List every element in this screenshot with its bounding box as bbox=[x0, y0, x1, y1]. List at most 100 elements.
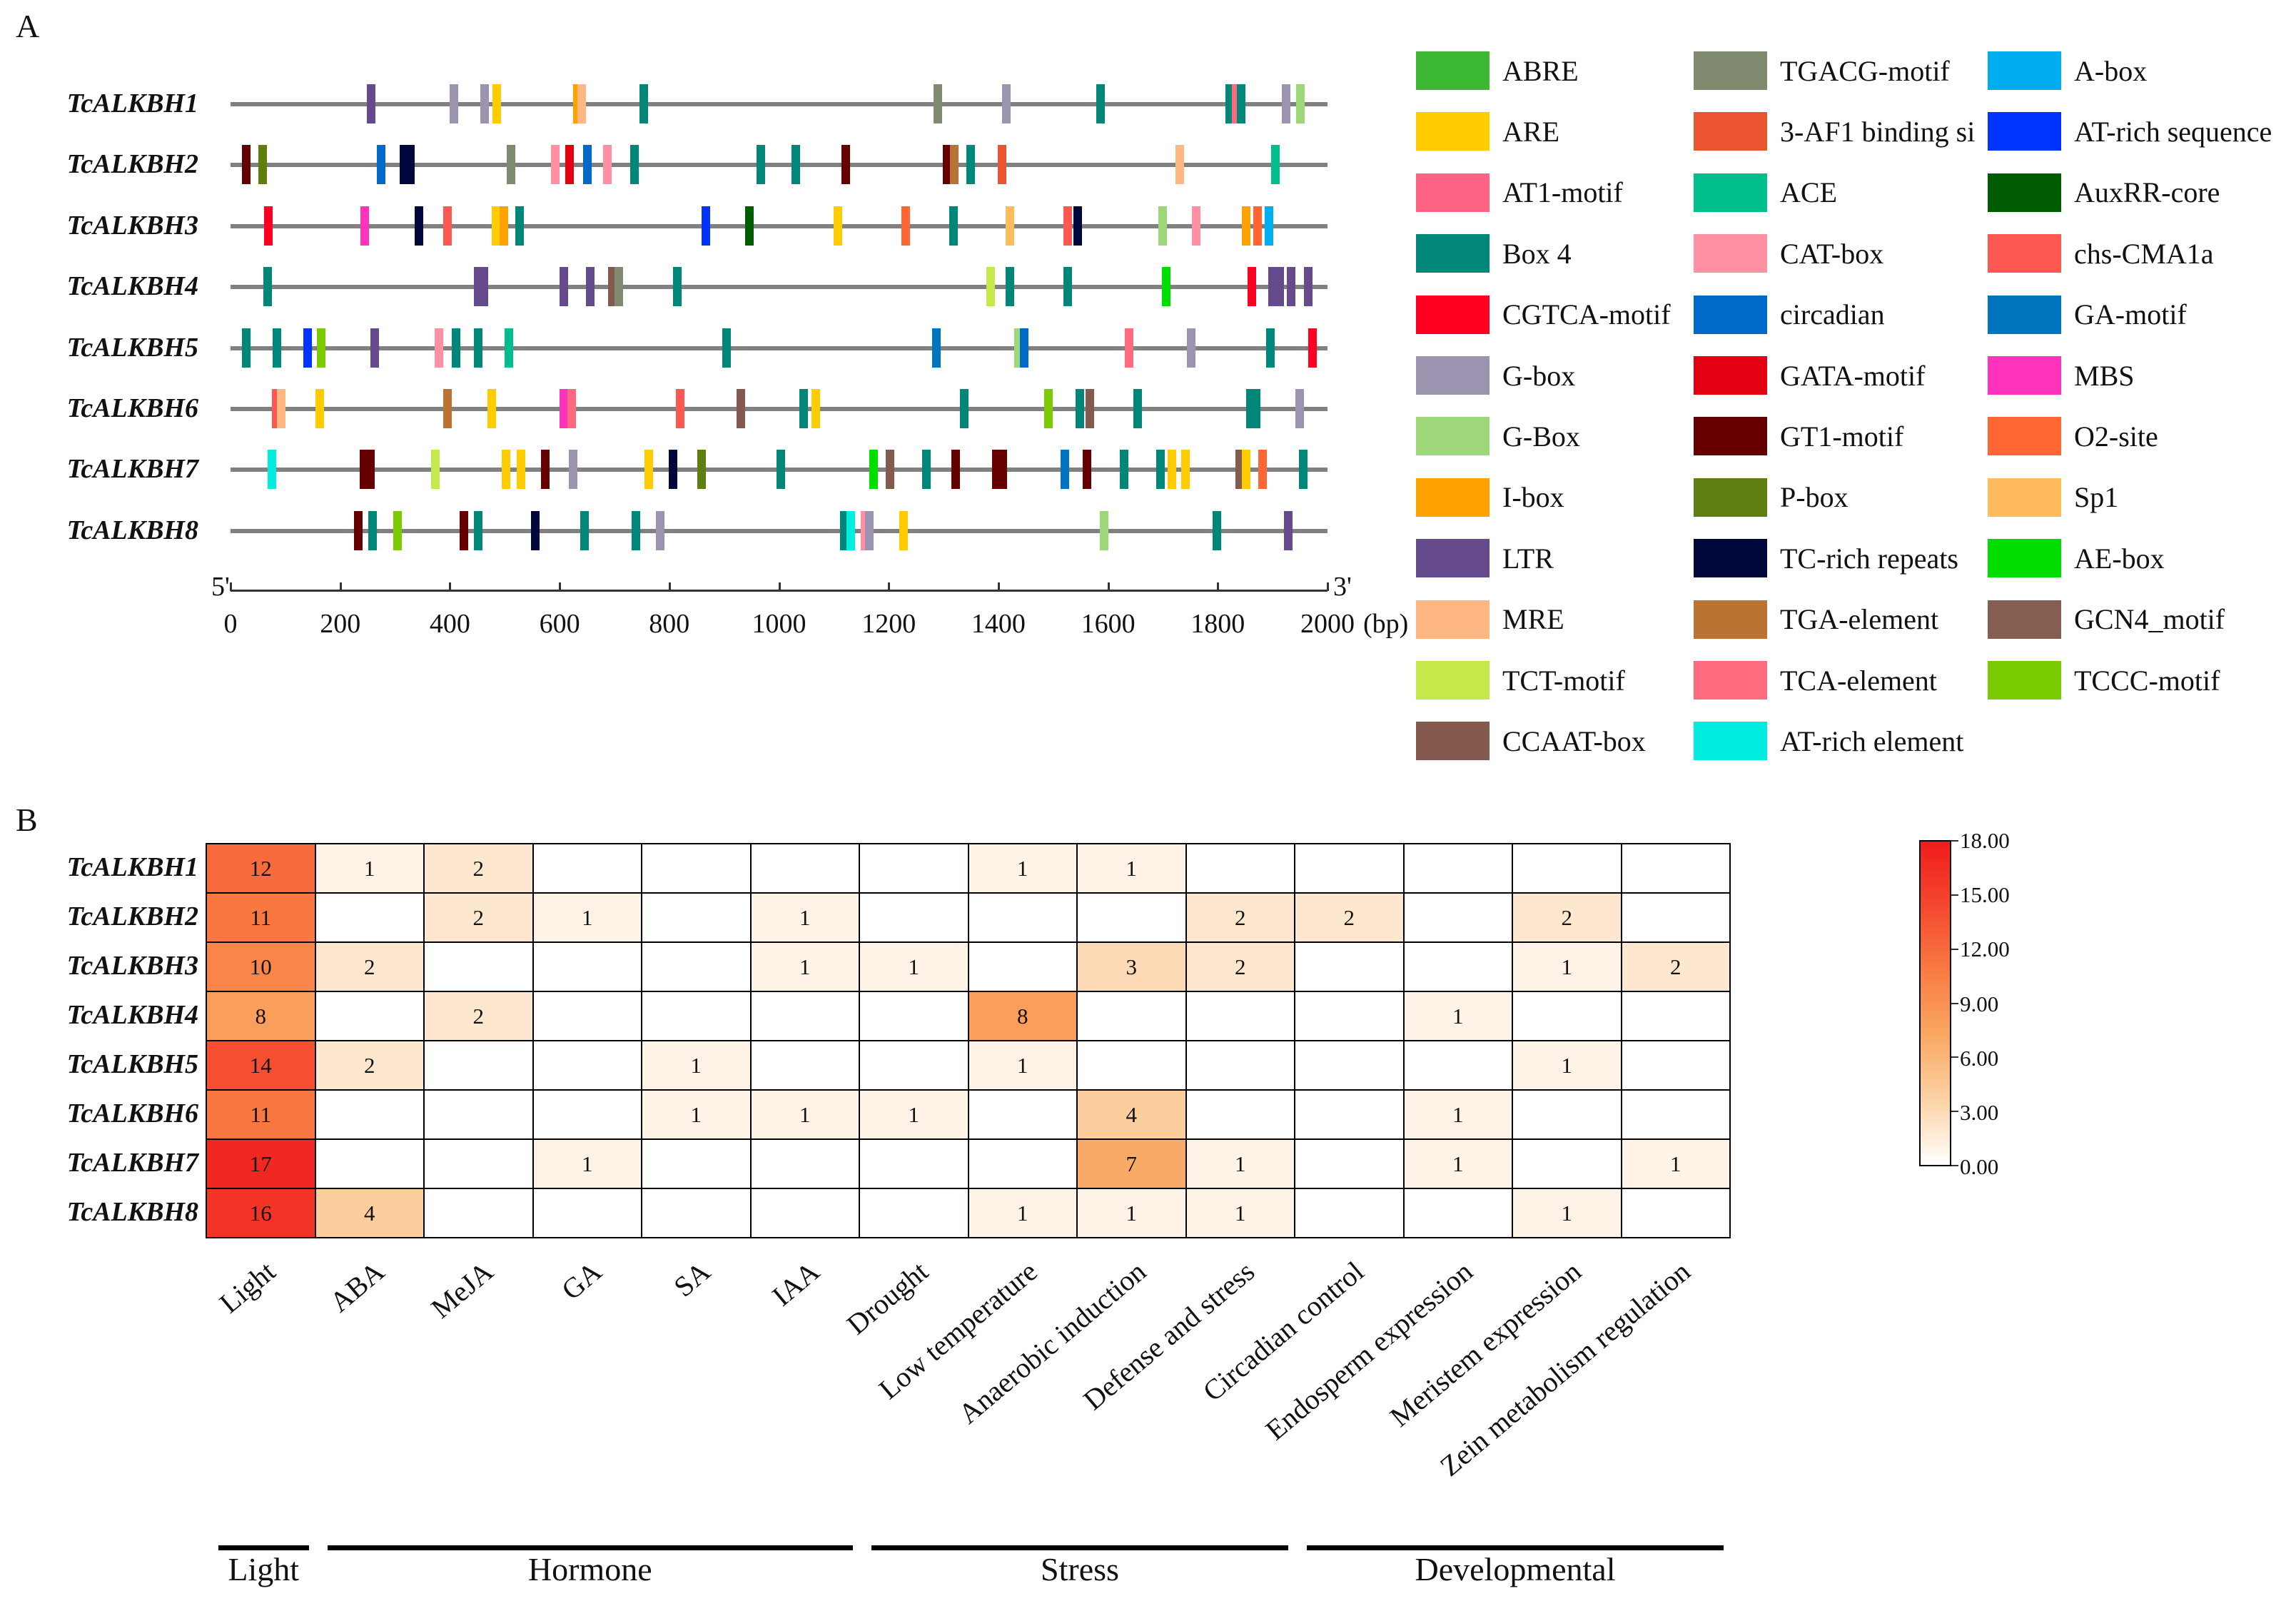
row-label: TcALKBH6 bbox=[66, 1099, 198, 1128]
legend-label: AE-box bbox=[2074, 542, 2165, 575]
heatmap-cell bbox=[859, 843, 969, 894]
group-label: Hormone bbox=[527, 1551, 652, 1587]
group-bar bbox=[327, 1545, 853, 1550]
legend-swatch bbox=[1694, 295, 1767, 334]
legend-swatch bbox=[1416, 661, 1490, 700]
legend-label: GATA-motif bbox=[1780, 359, 1926, 392]
colorbar-tick bbox=[1951, 894, 1958, 896]
heatmap-cell bbox=[1402, 843, 1513, 894]
column-label: Light bbox=[213, 1255, 281, 1320]
cis-element-chs-cma1a bbox=[443, 206, 452, 246]
cis-element-g-box bbox=[1002, 84, 1011, 123]
legend-item: CAT-box bbox=[1694, 234, 1979, 273]
cis-element-tc-rich-repeats bbox=[415, 206, 424, 246]
cis-element-at-rich-element bbox=[267, 450, 276, 490]
colorbar-tick-label: 18.00 bbox=[1960, 828, 2010, 853]
cis-element-box-4 bbox=[242, 328, 251, 368]
heatmap-cell bbox=[314, 892, 425, 943]
heatmap-cell: 1 bbox=[859, 941, 969, 992]
cis-element-ltr bbox=[480, 267, 489, 307]
cis-element-g-box bbox=[568, 450, 577, 490]
heatmap-cell: 1 bbox=[967, 1188, 1078, 1238]
legend-swatch bbox=[1988, 295, 2061, 334]
heatmap-cell: 1 bbox=[1402, 991, 1513, 1041]
heatmap-cell: 7 bbox=[1076, 1138, 1187, 1189]
legend-label: CAT-box bbox=[1780, 237, 1884, 270]
heatmap-cell bbox=[532, 1188, 642, 1238]
legend-item: AE-box bbox=[1988, 539, 2287, 578]
cis-element-g-box bbox=[1282, 84, 1291, 123]
legend-swatch bbox=[1694, 173, 1767, 212]
cis-element-gt1-motif bbox=[943, 145, 952, 185]
cis-element-circadian bbox=[583, 145, 592, 185]
heatmap-cell bbox=[1185, 843, 1295, 894]
heatmap-cell bbox=[1402, 1040, 1513, 1091]
cis-element-mbs bbox=[560, 389, 569, 428]
gene-label: TcALKBH4 bbox=[66, 271, 198, 302]
cis-element-box-4 bbox=[1212, 510, 1221, 550]
cis-element-3-af1-binding-si bbox=[998, 145, 1007, 185]
cis-element-gt1-motif bbox=[991, 450, 1001, 490]
heatmap-cell bbox=[1402, 892, 1513, 943]
legend-item: GATA-motif bbox=[1694, 356, 1979, 395]
heatmap-cell: 1 bbox=[1620, 1138, 1731, 1189]
legend-swatch bbox=[1988, 539, 2061, 578]
cis-element-at-rich-element bbox=[846, 510, 856, 550]
legend-label: TCA-element bbox=[1780, 664, 1937, 697]
legend-swatch bbox=[1416, 600, 1490, 639]
x-tick-label: 400 bbox=[429, 609, 470, 639]
cis-element-box-4 bbox=[1266, 328, 1275, 368]
legend-item: GA-motif bbox=[1988, 295, 2287, 334]
cis-element-box-4 bbox=[1236, 84, 1245, 123]
legend-swatch bbox=[1988, 356, 2061, 395]
cis-element-gt1-motif bbox=[541, 450, 550, 490]
column-label: GA bbox=[555, 1255, 608, 1306]
heatmap-cell bbox=[859, 991, 969, 1041]
legend-label: A-box bbox=[2074, 54, 2148, 87]
legend-label: G-Box bbox=[1502, 420, 1580, 453]
cis-element-ltr bbox=[1275, 267, 1285, 307]
gene-track-line bbox=[231, 285, 1327, 290]
cis-element-cat-box bbox=[602, 145, 612, 185]
legend-swatch bbox=[1694, 417, 1767, 456]
cis-element-gt1-motif bbox=[242, 145, 251, 185]
legend-label: 3-AF1 binding si bbox=[1780, 115, 1976, 148]
cis-element-tgacg-motif bbox=[615, 267, 624, 307]
heatmap-cell bbox=[423, 1188, 534, 1238]
heatmap-cell: 1 bbox=[967, 1040, 1078, 1091]
legend-item: MBS bbox=[1988, 356, 2287, 395]
heatmap-cell bbox=[641, 1138, 752, 1189]
cis-element-ga-motif bbox=[932, 328, 941, 368]
start-label: 5' bbox=[211, 572, 230, 602]
heatmap-cell bbox=[1512, 843, 1622, 894]
legend-label: AuxRR-core bbox=[2074, 176, 2220, 209]
heatmap-cell bbox=[1294, 1040, 1405, 1091]
heatmap-cell bbox=[314, 1089, 425, 1140]
cis-element-g-box bbox=[449, 84, 458, 123]
column-label: ABA bbox=[323, 1255, 390, 1319]
heatmap-cell: 11 bbox=[206, 1089, 316, 1140]
cis-element-ltr bbox=[366, 84, 375, 123]
legend-label: AT-rich sequence bbox=[2074, 115, 2272, 148]
legend-label: TCT-motif bbox=[1502, 664, 1625, 697]
heatmap-cell bbox=[749, 991, 860, 1041]
colorbar-tick bbox=[1951, 948, 1958, 950]
cis-element-tct-motif bbox=[986, 267, 996, 307]
gene-label: TcALKBH1 bbox=[66, 89, 198, 118]
legend-swatch bbox=[1416, 173, 1490, 212]
cis-element-o2-site bbox=[1253, 206, 1263, 246]
cis-element-box-4 bbox=[922, 450, 931, 490]
legend-label: chs-CMA1a bbox=[2074, 237, 2214, 270]
heatmap-cell bbox=[1076, 1040, 1187, 1091]
cis-element-i-box bbox=[1242, 206, 1251, 246]
cis-element-mre bbox=[577, 84, 586, 123]
cis-element-ccaat-box bbox=[1086, 389, 1095, 428]
cis-element-ccaat-box bbox=[885, 450, 894, 490]
legend-swatch bbox=[1988, 112, 2061, 151]
cis-element-box-4 bbox=[1299, 450, 1308, 490]
cis-element-box-4 bbox=[629, 145, 639, 185]
cis-element-cat-box bbox=[435, 328, 444, 368]
x-tick bbox=[559, 582, 562, 591]
cis-element-box-4 bbox=[631, 510, 640, 550]
heatmap-cell bbox=[641, 1188, 752, 1238]
